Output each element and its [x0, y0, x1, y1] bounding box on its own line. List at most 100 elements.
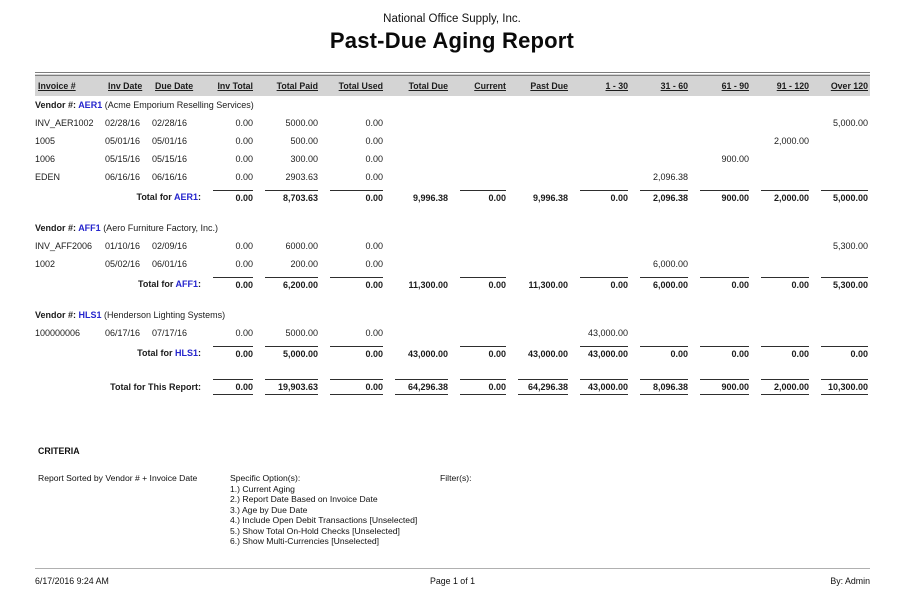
invoice-cell	[450, 324, 508, 342]
vendor-total-cell: 43,000.00	[570, 342, 630, 363]
invoice-cell: 0.00	[365, 172, 383, 182]
vendor-total-cell: 900.00	[690, 186, 751, 207]
criteria-options: Specific Option(s): 1.) Current Aging 2.…	[230, 473, 440, 547]
vendor-header-cell: Vendor #: AFF1 (Aero Furniture Factory, …	[35, 223, 219, 233]
footer-datetime: 6/17/2016 9:24 AM	[35, 576, 109, 586]
invoice-cell: 200.00	[290, 259, 318, 269]
vendor-total-cell: 0.00	[630, 342, 690, 363]
invoice-cell	[508, 168, 570, 186]
vendor-total-cell: 0.00	[320, 186, 385, 207]
column-header: Invoice #	[35, 72, 105, 96]
invoice-cell	[385, 168, 450, 186]
invoice-cell	[450, 150, 508, 168]
vendor-total-cell: 8,703.63	[255, 186, 320, 207]
column-header: Over 120	[811, 72, 870, 96]
invoice-cell	[570, 114, 630, 132]
vendor-header-cell: Vendor #: AER1 (Acme Emporium Reselling …	[35, 100, 254, 110]
vendor-total-cell: 0.00	[690, 273, 751, 294]
vendor-total-cell: 0.00	[751, 273, 811, 294]
invoice-cell	[811, 255, 870, 273]
vendor-total-cell: 2,096.38	[630, 186, 690, 207]
invoice-cell	[450, 237, 508, 255]
invoice-cell	[811, 168, 870, 186]
invoice-cell: 0.00	[235, 328, 253, 338]
invoice-cell: 0.00	[365, 118, 383, 128]
vendor-total-cell: 0.00	[450, 342, 508, 363]
invoice-cell	[751, 114, 811, 132]
invoice-cell	[690, 132, 751, 150]
option-item: 5.) Show Total On-Hold Checks [Unselecte…	[230, 525, 400, 536]
report-total-cell: 0.00	[450, 375, 508, 399]
column-header: 91 - 120	[751, 72, 811, 96]
spacer-cell	[35, 207, 870, 219]
aging-report-table: Invoice # Inv Date Due Date Inv Total Total …	[35, 72, 870, 399]
invoice-cell	[570, 132, 630, 150]
invoice-cell: INV_AER1002	[35, 118, 94, 128]
invoice-row: EDEN 06/16/16 06/16/16 0.00 2903.63 0.00 2,096…	[35, 168, 870, 186]
invoice-cell	[508, 237, 570, 255]
footer-page-number: Page 1 of 1	[429, 576, 475, 586]
report-total-cell: 900.00	[690, 375, 751, 399]
invoice-cell	[811, 324, 870, 342]
option-item: 2.) Report Date Based on Invoice Date	[230, 494, 378, 504]
invoice-cell: 2,000.00	[773, 136, 809, 146]
invoice-row: 1002 05/02/16 06/01/16 0.00 200.00 0.00 6,000.…	[35, 255, 870, 273]
vendor-total-cell: 2,000.00	[751, 186, 811, 207]
vendor-total-row: Total for AER1: 0.00 8,703.63 0.00 9,996.38 0…	[35, 186, 870, 207]
report-total-cell: 64,296.38	[508, 375, 570, 399]
invoice-cell: 5000.00	[285, 118, 318, 128]
invoice-cell	[630, 132, 690, 150]
invoice-cell	[690, 324, 751, 342]
vendor-header-row: Vendor #: AER1 (Acme Emporium Reselling …	[35, 96, 870, 114]
vendor-code: AFF1	[175, 278, 199, 289]
invoice-row: 100000006 06/17/16 07/17/16 0.00 5000.00 0.00…	[35, 324, 870, 342]
invoice-cell	[690, 237, 751, 255]
invoice-cell: 2903.63	[285, 172, 318, 182]
invoice-cell: 05/02/16	[105, 259, 141, 269]
criteria-heading: CRITERIA	[38, 446, 80, 456]
vendor-total-cell: 43,000.00	[407, 349, 448, 359]
invoice-cell	[690, 114, 751, 132]
invoice-cell: 900.00	[721, 154, 749, 164]
invoice-cell: 300.00	[290, 154, 318, 164]
column-header: Total Used	[320, 72, 385, 96]
invoice-cell	[811, 150, 870, 168]
vendor-code: AER1	[173, 191, 198, 202]
invoice-cell	[630, 150, 690, 168]
criteria-section: CRITERIA Report Sorted by Vendor # + Inv…	[38, 446, 850, 547]
vendor-total-cell: 0.00	[320, 273, 385, 294]
vendor-code: AFF1	[78, 223, 101, 233]
invoice-cell	[385, 132, 450, 150]
invoice-cell	[570, 237, 630, 255]
vendor-total-cell: 11,300.00	[528, 280, 568, 290]
page-title: Past-Due Aging Report	[329, 28, 575, 53]
vendor-code: HLS1	[78, 310, 102, 320]
column-header: 31 - 60	[630, 72, 690, 96]
option-item: 3.) Age by Due Date	[230, 504, 308, 515]
vendor-header-row: Vendor #: HLS1 (Henderson Lighting Syste…	[35, 306, 870, 324]
spacer-row	[35, 294, 870, 306]
spacer-row	[35, 207, 870, 219]
invoice-row: 1006 05/15/16 05/15/16 0.00 300.00 0.00 900.00	[35, 150, 870, 168]
invoice-cell	[570, 255, 630, 273]
invoice-cell: 6,000.00	[652, 259, 688, 269]
vendor-total-row: Total for HLS1: 0.00 5,000.00 0.00 43,000.00…	[35, 342, 870, 363]
column-header: Inv Date	[105, 72, 152, 96]
report-total-cell: 2,000.00	[751, 375, 811, 399]
report-total-cell: 19,903.63	[255, 375, 320, 399]
column-header: Past Due	[508, 72, 570, 96]
invoice-cell	[751, 237, 811, 255]
invoice-cell: 01/10/16	[105, 241, 141, 251]
report-total-cell: 64,296.38	[385, 375, 450, 399]
invoice-cell: 05/15/16	[152, 154, 188, 164]
column-header: Total Paid	[255, 72, 320, 96]
invoice-cell: 5,000.00	[832, 118, 868, 128]
vendor-total-cell: 11,300.00	[408, 280, 448, 290]
invoice-cell	[450, 168, 508, 186]
invoice-cell: 02/28/16	[105, 118, 141, 128]
invoice-cell	[508, 150, 570, 168]
invoice-cell: 100000006	[35, 328, 81, 338]
vendor-total-cell: 0.00	[450, 273, 508, 294]
vendor-total-label: Total for AER1:	[136, 191, 201, 202]
